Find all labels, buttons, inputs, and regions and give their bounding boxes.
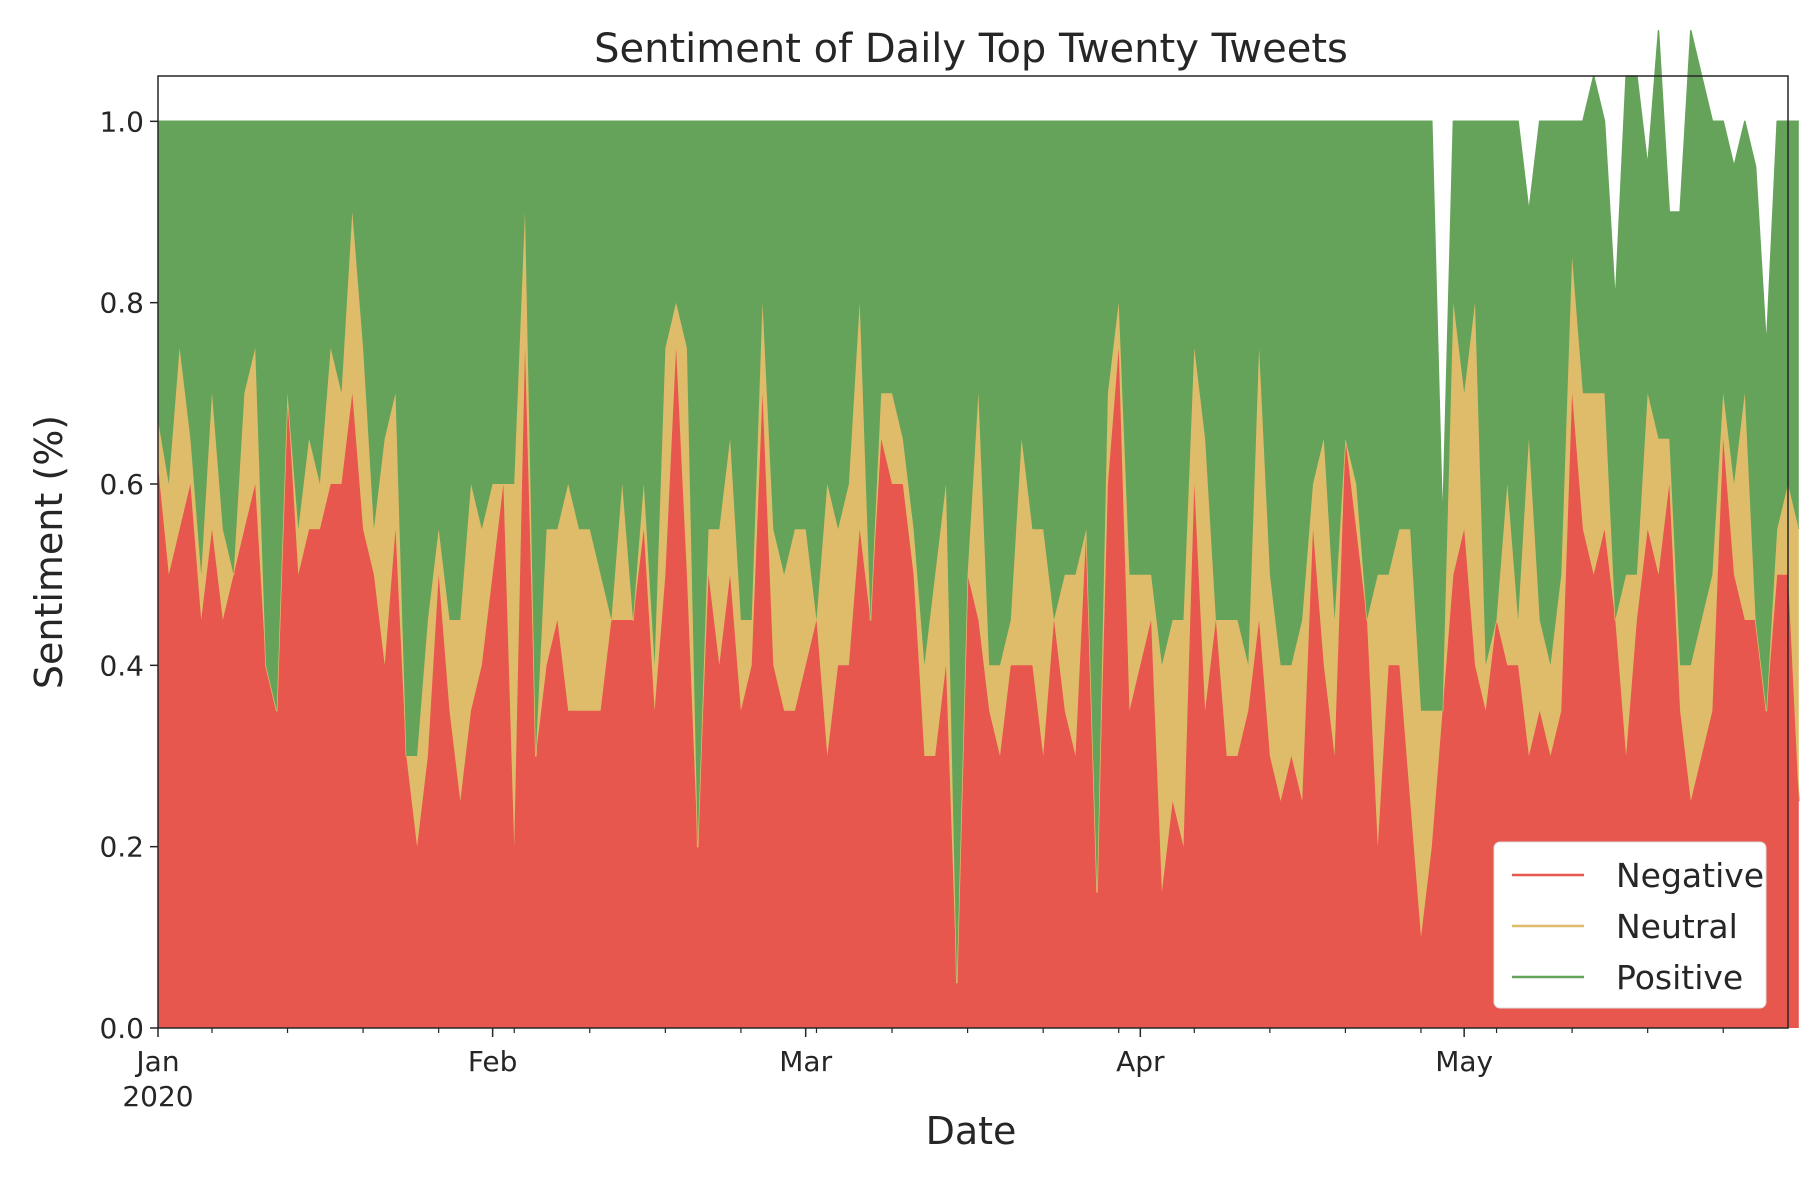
x-tick-label: Jan (134, 1045, 179, 1078)
legend: Negative Neutral Positive (1493, 841, 1767, 1009)
area-negative (158, 348, 1799, 1028)
y-tick-label: 0.6 (99, 468, 144, 501)
x-tick-label: Apr (1116, 1045, 1165, 1078)
legend-label-neutral: Neutral (1616, 907, 1738, 946)
legend-label-positive: Positive (1616, 958, 1743, 997)
x-tick-label: Feb (468, 1045, 518, 1078)
y-tick-label: 0.0 (99, 1012, 144, 1045)
x-tick-sublabel: 2020 (122, 1080, 193, 1113)
plot-area (157, 29, 1800, 1029)
area-positive (158, 30, 1799, 983)
plot-frame (157, 75, 1789, 1029)
y-tick-label: 0.4 (99, 649, 144, 682)
y-axis: 0.0 0.2 0.4 0.6 0.8 1.0 (99, 105, 158, 1045)
y-axis-label: Sentiment (%) (27, 415, 71, 689)
legend-box (1493, 841, 1767, 1009)
y-tick-label: 0.8 (99, 287, 144, 320)
x-tick-label: May (1435, 1045, 1493, 1078)
y-tick-label: 0.2 (99, 831, 144, 864)
chart-title: Sentiment of Daily Top Twenty Tweets (594, 26, 1348, 72)
series-line-positive (158, 29, 1799, 531)
area-neutral (158, 212, 1799, 983)
x-axis-label: Date (926, 1109, 1017, 1153)
legend-label-negative: Negative (1616, 856, 1764, 895)
stacked-areas (157, 29, 1800, 1028)
y-tick-label: 1.0 (99, 105, 144, 138)
x-tick-label: Mar (779, 1045, 832, 1078)
